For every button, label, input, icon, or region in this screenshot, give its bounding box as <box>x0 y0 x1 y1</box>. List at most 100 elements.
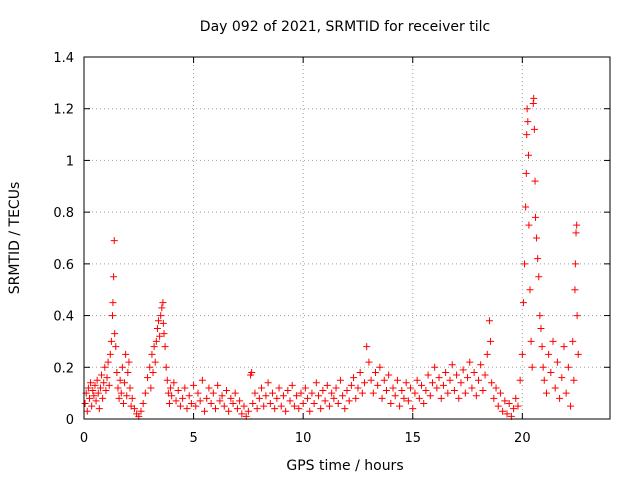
data-point <box>411 389 419 397</box>
data-point <box>96 384 104 392</box>
data-point <box>279 392 287 400</box>
data-point <box>522 203 530 211</box>
data-point <box>181 384 189 392</box>
data-point <box>570 376 578 384</box>
data-point <box>558 374 566 382</box>
data-point <box>196 397 204 405</box>
data-point <box>534 255 542 263</box>
data-point <box>130 405 138 413</box>
data-point <box>404 397 412 405</box>
data-point <box>571 286 579 294</box>
data-point <box>179 394 187 402</box>
data-point <box>312 379 320 387</box>
data-point <box>89 387 97 395</box>
data-point <box>162 363 170 371</box>
x-tick-labels: 0 5 10 15 20 <box>80 431 531 446</box>
data-point <box>84 384 92 392</box>
data-point <box>233 405 241 413</box>
data-point <box>479 387 487 395</box>
data-point <box>157 312 165 320</box>
data-point <box>457 379 465 387</box>
data-point <box>183 405 191 413</box>
data-point <box>94 389 102 397</box>
data-point <box>150 343 158 351</box>
data-point <box>170 379 178 387</box>
data-point <box>220 402 228 410</box>
grid-lines <box>84 57 610 419</box>
data-point <box>374 381 382 389</box>
data-point <box>288 381 296 389</box>
data-point <box>572 229 580 237</box>
y-tick-label: 1.4 <box>53 51 74 66</box>
data-point <box>573 312 581 320</box>
data-point <box>499 407 507 415</box>
data-point <box>293 392 301 400</box>
data-point <box>308 389 316 397</box>
data-point <box>310 399 318 407</box>
data-point <box>330 394 338 402</box>
data-point <box>334 399 342 407</box>
data-point <box>192 402 200 410</box>
data-point <box>114 384 122 392</box>
data-point <box>448 361 456 369</box>
data-point <box>146 363 154 371</box>
data-point <box>155 317 163 325</box>
data-point <box>108 312 116 320</box>
data-point <box>290 402 298 410</box>
data-point <box>284 387 292 395</box>
data-point <box>116 376 124 384</box>
data-point <box>168 392 176 400</box>
data-point <box>496 389 504 397</box>
data-point <box>159 319 167 327</box>
data-point <box>530 125 538 133</box>
data-point <box>341 405 349 413</box>
data-point <box>99 394 107 402</box>
data-point <box>371 368 379 376</box>
data-point <box>156 332 164 340</box>
data-point <box>483 350 491 358</box>
data-point <box>363 343 371 351</box>
data-point <box>103 374 111 382</box>
data-point <box>431 363 439 371</box>
data-point <box>358 389 366 397</box>
data-point <box>538 343 546 351</box>
data-point <box>238 410 246 418</box>
data-point <box>385 371 393 379</box>
x-axis-label: GPS time / hours <box>286 458 403 474</box>
data-point <box>304 394 312 402</box>
data-point <box>539 363 547 371</box>
data-point <box>161 343 169 351</box>
data-point <box>516 376 524 384</box>
data-point <box>526 286 534 294</box>
data-point <box>407 384 415 392</box>
plot-frame <box>83 56 611 420</box>
data-point <box>264 379 272 387</box>
data-point <box>225 407 233 415</box>
data-point <box>567 402 575 410</box>
data-point <box>470 368 478 376</box>
data-point <box>104 358 112 366</box>
data-point <box>118 363 126 371</box>
data-point <box>255 394 263 402</box>
x-tick-label: 20 <box>514 431 531 446</box>
data-point <box>83 407 91 415</box>
data-point <box>477 361 485 369</box>
data-point <box>510 405 518 413</box>
data-point <box>549 337 557 345</box>
data-point <box>400 394 408 402</box>
data-point <box>95 405 103 413</box>
data-point <box>519 299 527 307</box>
data-point <box>472 392 480 400</box>
data-point <box>112 343 120 351</box>
axis-ticks <box>83 56 610 420</box>
data-point <box>389 384 397 392</box>
data-point <box>391 392 399 400</box>
data-point <box>323 381 331 389</box>
data-point <box>105 381 113 389</box>
data-point <box>352 394 360 402</box>
data-point <box>93 376 101 384</box>
data-point <box>124 368 132 376</box>
data-point <box>158 304 166 312</box>
data-point <box>531 177 539 185</box>
